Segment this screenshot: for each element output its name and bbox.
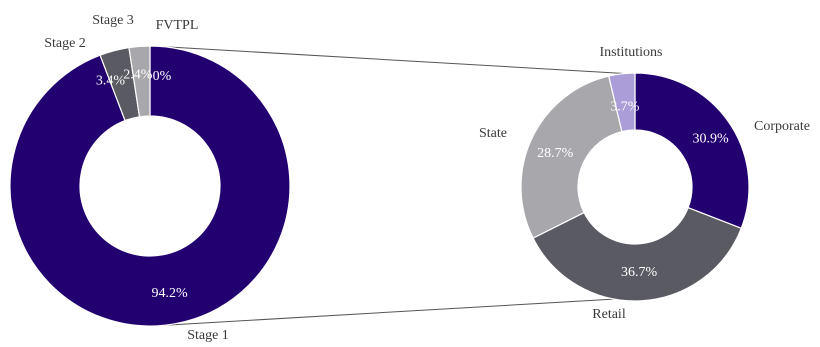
slice-retail xyxy=(532,206,743,302)
category-label-stage-1: Stage 1 xyxy=(187,328,229,343)
value-label-retail: 36.7% xyxy=(621,265,658,280)
connector-bottom xyxy=(151,297,634,327)
donut-stage: 94.2% Stage 1 3.4% Stage 2 2.4% Stage 3 0% FVTP… xyxy=(9,13,291,343)
value-label-institutions: 3.7% xyxy=(610,100,640,115)
category-label-institutions: Institutions xyxy=(599,45,662,60)
category-label-stage-3: Stage 3 xyxy=(92,13,134,28)
expansion-connectors xyxy=(151,45,634,327)
donut-segment: 30.9% Corporate 36.7% Retail 28.7% State 3.7% I… xyxy=(479,45,810,322)
slice-institutions xyxy=(608,72,636,133)
value-label-stage-1: 94.2% xyxy=(151,286,188,301)
category-label-corporate: Corporate xyxy=(754,119,810,134)
category-label-state: State xyxy=(479,126,507,141)
slice-corporate xyxy=(634,72,750,230)
value-label-corporate: 30.9% xyxy=(693,131,730,146)
slice-stage-1 xyxy=(9,45,291,327)
category-label-stage-2: Stage 2 xyxy=(44,36,86,51)
connector-top xyxy=(151,45,634,75)
value-label-fvtpl: 0% xyxy=(153,69,172,84)
value-label-stage-2: 3.4% xyxy=(96,74,126,89)
slice-stage-3 xyxy=(128,45,151,118)
value-label-stage-3: 2.4% xyxy=(123,67,153,82)
slice-state xyxy=(520,75,623,239)
category-label-fvtpl: FVTPL xyxy=(156,18,199,33)
category-label-retail: Retail xyxy=(592,307,626,322)
value-label-state: 28.7% xyxy=(537,146,574,161)
